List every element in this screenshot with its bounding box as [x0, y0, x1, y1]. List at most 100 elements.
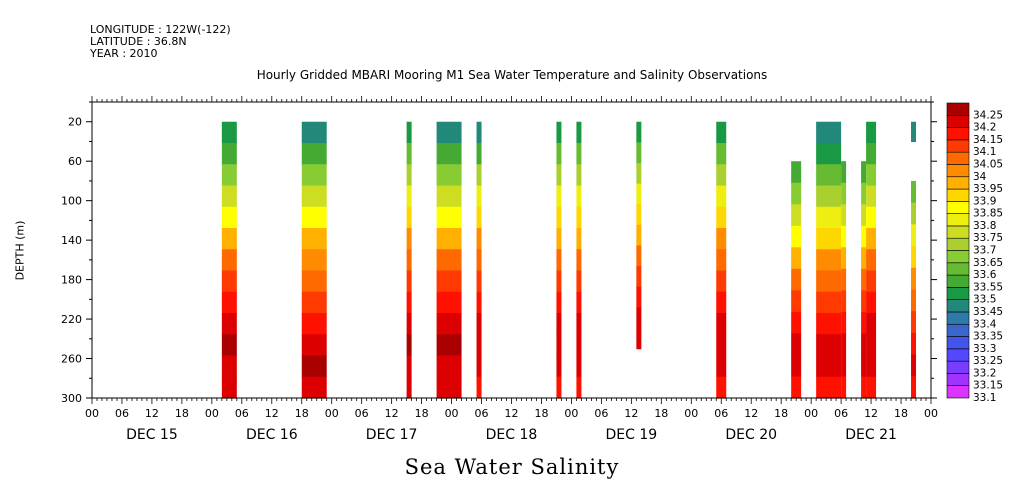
x-tick-label: 00 — [924, 407, 938, 420]
salinity-cell — [576, 270, 582, 293]
salinity-cell — [861, 333, 867, 356]
salinity-cell — [636, 162, 642, 185]
x-tick-label: 06 — [834, 407, 848, 420]
x-tick-label: 06 — [475, 407, 489, 420]
salinity-cell — [636, 286, 642, 309]
salinity-cell — [221, 121, 237, 144]
colorbar-legend: 33.133.1533.233.2533.333.3533.433.4533.5… — [946, 102, 1003, 404]
salinity-cell — [866, 270, 877, 293]
y-tick-label: 60 — [68, 155, 82, 168]
salinity-cell — [436, 206, 462, 229]
salinity-cell — [716, 355, 727, 378]
colorbar-label: 34.05 — [973, 158, 1003, 170]
data-column — [816, 121, 842, 399]
salinity-cell — [406, 355, 412, 378]
x-day-label: DEC 18 — [486, 427, 538, 443]
salinity-cell — [861, 161, 867, 184]
salinity-cell — [301, 355, 327, 378]
salinity-cell — [476, 142, 482, 165]
colorbar-label: 33.5 — [973, 294, 996, 306]
x-tick-label: 12 — [265, 407, 279, 420]
x-tick-label: 12 — [744, 407, 758, 420]
salinity-cell — [716, 312, 727, 335]
colorbar-label: 33.75 — [973, 232, 1003, 244]
colorbar-swatch — [946, 323, 970, 337]
salinity-cell — [301, 312, 327, 335]
salinity-cell — [636, 266, 642, 288]
data-column — [576, 121, 582, 399]
salinity-cell — [866, 291, 877, 314]
salinity-cell — [841, 354, 847, 378]
salinity-cell — [861, 354, 867, 378]
colorbar-swatch — [946, 139, 970, 153]
x-tick-label: 00 — [85, 407, 99, 420]
x-tick-label: 12 — [624, 407, 638, 420]
salinity-cell — [866, 249, 877, 272]
salinity-cell — [866, 312, 877, 335]
x-day-label: DEC 21 — [845, 427, 897, 443]
salinity-cell — [866, 206, 877, 229]
salinity-cell — [221, 270, 237, 293]
salinity-cell — [301, 227, 327, 250]
salinity-cell — [816, 185, 842, 208]
data-column — [636, 121, 642, 350]
colorbar-label: 34.2 — [973, 122, 996, 134]
salinity-cell — [716, 185, 727, 208]
salinity-cell — [841, 376, 847, 399]
salinity-cell — [221, 206, 237, 229]
salinity-cell — [841, 204, 847, 227]
salinity-cell — [436, 355, 462, 378]
salinity-cell — [476, 291, 482, 314]
salinity-cell — [866, 334, 877, 357]
salinity-cell — [861, 311, 867, 335]
colorbar-swatch — [946, 151, 970, 165]
salinity-cell — [406, 227, 412, 250]
chart-title: Hourly Gridded MBARI Mooring M1 Sea Wate… — [256, 68, 768, 82]
salinity-cell — [406, 121, 412, 144]
salinity-cell — [911, 224, 917, 247]
x-day-label: DEC 20 — [725, 427, 777, 443]
salinity-cell — [556, 206, 562, 229]
salinity-cell — [576, 249, 582, 272]
plot-frame — [91, 101, 932, 399]
salinity-cell — [406, 376, 412, 399]
salinity-cell — [301, 206, 327, 229]
year-label: YEAR : 2010 — [90, 47, 158, 60]
salinity-cell — [816, 291, 842, 314]
salinity-cell — [576, 185, 582, 208]
salinity-cell — [816, 142, 842, 165]
salinity-cell — [436, 227, 462, 250]
colorbar-swatch — [946, 311, 970, 325]
salinity-cell — [716, 121, 727, 144]
data-column — [911, 121, 917, 143]
salinity-cell — [476, 164, 482, 187]
y-tick-label: 300 — [61, 392, 82, 405]
salinity-cell — [221, 355, 237, 378]
salinity-cell — [476, 270, 482, 293]
x-tick-label: 18 — [894, 407, 908, 420]
salinity-cell — [716, 227, 727, 250]
salinity-cell — [301, 334, 327, 357]
x-tick-label: 18 — [534, 407, 548, 420]
salinity-cell — [476, 355, 482, 378]
salinity-cell — [911, 121, 917, 143]
salinity-cell — [576, 355, 582, 378]
x-tick-label: 00 — [684, 407, 698, 420]
colorbar-label: 33.4 — [973, 318, 997, 330]
salinity-cell — [911, 246, 917, 269]
y-tick-label: 180 — [61, 274, 82, 287]
salinity-cell — [636, 245, 642, 267]
salinity-cell — [556, 164, 562, 187]
salinity-cell — [406, 164, 412, 187]
salinity-heatmap — [221, 121, 917, 399]
salinity-cell — [436, 142, 462, 165]
salinity-cell — [791, 225, 802, 248]
salinity-cell — [911, 267, 917, 291]
y-tick-label: 20 — [68, 116, 82, 129]
colorbar-swatch — [946, 225, 970, 239]
salinity-cell — [406, 270, 412, 293]
x-tick-label: 18 — [295, 407, 309, 420]
colorbar-label: 33.95 — [973, 183, 1003, 195]
salinity-cell — [636, 204, 642, 226]
salinity-cell — [221, 227, 237, 250]
